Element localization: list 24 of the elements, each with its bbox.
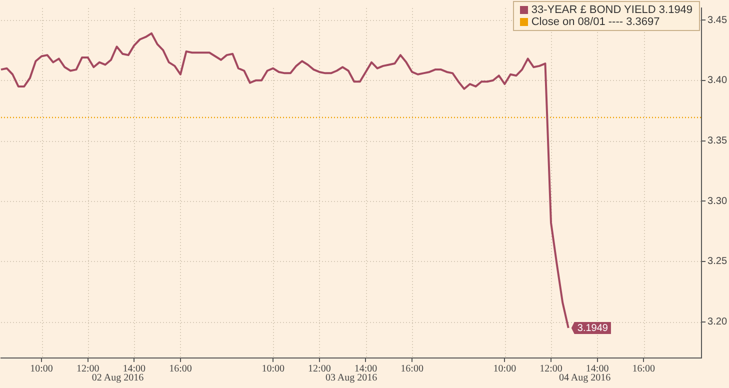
y-tick-label: 3.40 [708,75,728,86]
y-tick-label: 3.30 [708,196,728,207]
x-tick-label: 12:00 [308,364,331,375]
x-tick-label: 10:00 [262,364,284,375]
x-tick-label: 14:00 [122,364,146,375]
x-tick-label: 14:00 [354,364,378,375]
x-tick-label: 16:00 [632,364,656,375]
x-tick-label: 10:00 [493,364,516,375]
x-tick-label: 16:00 [169,364,192,375]
text: 03 Aug 2016 [325,372,378,384]
legend-label: Close on 08/01 ---- 3.3697 [531,16,660,28]
y-tick-label: 3.20 [708,316,728,328]
data-label: 3.1949 [577,323,608,334]
y-tick-label: 3.35 [708,136,728,147]
x-tick-label: 16:00 [400,364,424,375]
y-tick-label: 3.45 [708,14,728,26]
text: 04 Aug 2016 [558,372,611,384]
x-tick-label: 10:00 [30,364,53,375]
text: 02 Aug 2016 [92,372,144,384]
x-tick-label: 12:00 [76,364,100,375]
legend-label: 33-YEAR £ BOND YIELD 3.1949 [531,4,693,16]
x-tick-label: 12:00 [540,364,562,375]
y-tick-label: 3.25 [708,256,728,268]
x-tick-label: 14:00 [586,364,609,375]
